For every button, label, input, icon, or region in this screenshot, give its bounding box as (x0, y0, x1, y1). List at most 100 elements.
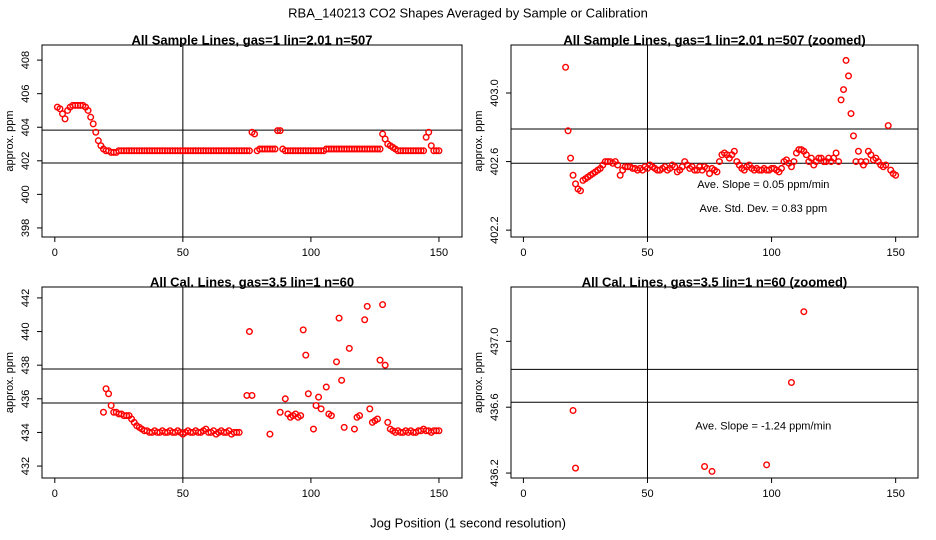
figure-title: RBA_140213 CO2 Shapes Averaged by Sample… (288, 5, 648, 20)
data-point (345, 344, 353, 352)
y-tick-label: 402 (20, 152, 32, 170)
data-point (567, 154, 575, 162)
x-tick-label: 0 (52, 247, 58, 259)
data-point (842, 56, 850, 64)
x-tick-label: 100 (302, 247, 320, 259)
y-axis-label: approx. ppm (4, 352, 16, 413)
data-point (435, 147, 443, 155)
x-tick-label: 50 (177, 247, 189, 259)
y-tick-label: 436 (20, 390, 32, 408)
data-point (862, 158, 870, 166)
data-point (847, 110, 855, 118)
annotation: Ave. Slope = 0.05 ppm/min (697, 179, 829, 191)
data-point (266, 430, 274, 438)
data-point (432, 147, 440, 155)
data-point (569, 406, 577, 414)
data-point (713, 168, 721, 176)
data-point (425, 128, 433, 136)
data-point (340, 423, 348, 431)
plot-frame (41, 44, 463, 238)
data-point (435, 427, 443, 435)
data-point (420, 147, 428, 155)
y-tick-label: 398 (20, 219, 32, 237)
y-tick-label: 442 (20, 289, 32, 307)
data-point (297, 412, 305, 420)
data-point (233, 428, 241, 436)
data-point (92, 128, 100, 136)
y-tick-label: 432 (20, 457, 32, 475)
data-point (361, 316, 369, 324)
y-axis-label: approx. ppm (473, 110, 485, 171)
annotation: Ave. Std. Dev. = 0.83 ppm (699, 203, 827, 215)
x-tick-label: 150 (886, 247, 904, 259)
y-tick-label: 406 (20, 84, 32, 102)
data-point (335, 314, 343, 322)
x-tick-label: 50 (641, 488, 653, 500)
data-point (373, 145, 381, 153)
data-point (614, 161, 622, 169)
y-tick-label: 436.2 (489, 459, 501, 487)
data-point (235, 428, 243, 436)
data-point (854, 147, 862, 155)
y-tick-label: 440 (20, 322, 32, 340)
x-tick-label: 150 (430, 247, 448, 259)
data-point (299, 326, 307, 334)
data-point (304, 390, 312, 398)
data-point (837, 96, 845, 104)
panel-title: All Cal. Lines, gas=3.5 lin=1 n=60 (150, 274, 354, 289)
plot-frame (41, 286, 463, 479)
x-tick-label: 100 (302, 488, 320, 500)
data-point (245, 328, 253, 336)
x-tick-label: 0 (520, 247, 526, 259)
x-tick-label: 50 (177, 488, 189, 500)
data-point (87, 113, 95, 121)
x-tick-label: 100 (762, 488, 780, 500)
data-point (309, 425, 317, 433)
data-point (376, 356, 384, 364)
data-point (820, 158, 828, 166)
data-point (333, 358, 341, 366)
data-point (105, 390, 113, 398)
annotation: Ave. Slope = -1.24 ppm/min (695, 420, 831, 432)
data-point (701, 462, 709, 470)
data-point (315, 393, 323, 401)
data-point (243, 147, 251, 155)
data-point (845, 72, 853, 80)
y-tick-label: 408 (20, 51, 32, 69)
y-tick-label: 400 (20, 185, 32, 203)
data-point (884, 122, 892, 130)
y-axis-label: approx. ppm (4, 110, 16, 171)
y-axis-label: approx. ppm (473, 352, 485, 413)
data-point (276, 408, 284, 416)
data-point (276, 127, 284, 135)
y-tick-label: 438 (20, 356, 32, 374)
data-point (366, 405, 374, 413)
data-point (576, 187, 584, 195)
data-point (338, 376, 346, 384)
x-tick-label: 0 (520, 488, 526, 500)
x-axis-label: Jog Position (1 second resolution) (370, 515, 566, 530)
data-point (417, 147, 425, 155)
data-point (363, 302, 371, 310)
data-point (849, 132, 857, 140)
data-point (432, 427, 440, 435)
y-tick-label: 402.2 (489, 216, 501, 244)
data-point (350, 425, 358, 433)
data-point (384, 418, 392, 426)
data-point (802, 151, 810, 159)
data-point (322, 383, 330, 391)
data-point (99, 408, 107, 416)
data-point (271, 145, 279, 153)
data-point (245, 147, 253, 155)
data-point (268, 145, 276, 153)
y-tick-label: 436.6 (489, 393, 501, 421)
data-point (84, 106, 92, 114)
data-point (840, 86, 848, 94)
x-tick-label: 150 (430, 488, 448, 500)
data-point (248, 391, 256, 399)
y-tick-label: 437.0 (489, 328, 501, 356)
data-point (715, 158, 723, 166)
data-point (381, 361, 389, 369)
data-point (251, 130, 259, 138)
